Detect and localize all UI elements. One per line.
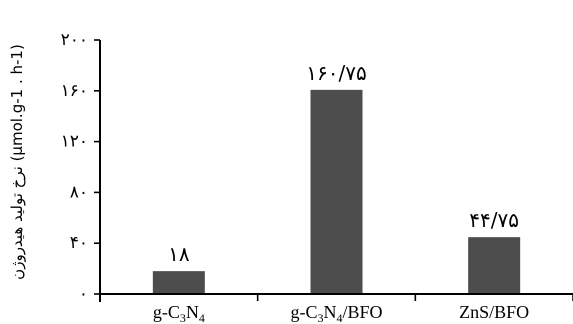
x-tick-label: g-C3N4: [153, 302, 205, 324]
bars: ۱۸ ۱۶۰/۷۵ ۴۴/۷۵: [152, 61, 521, 294]
bar-value-label: ۱۸: [168, 242, 190, 266]
y-tick-label: ۱۶۰: [61, 81, 88, 101]
y-tick-label: ۴۰: [70, 233, 88, 253]
x-tick-label: ZnS/BFO: [459, 302, 529, 322]
x-tick-label: g-C3N4/BFO: [290, 302, 382, 324]
y-axis-label: نرخ تولید هیدروژن (μmol.g-1 . h-1): [8, 44, 26, 280]
y-axis-ticks: ۰ ۴۰ ۸۰ ۱۲۰ ۱۶۰ ۲۰۰: [61, 30, 100, 304]
x-axis-ticks: g-C3N4 g-C3N4/BFO ZnS/BFO: [153, 294, 573, 324]
y-tick-label: ۱۲۰: [61, 132, 88, 152]
y-tick-label: ۰: [79, 284, 88, 304]
y-tick-label: ۲۰۰: [61, 30, 88, 50]
y-tick-label: ۸۰: [70, 182, 88, 202]
bar: [310, 89, 363, 294]
bar: [152, 271, 205, 294]
bar-value-label: ۴۴/۷۵: [469, 208, 519, 232]
bar-value-label: ۱۶۰/۷۵: [306, 61, 366, 85]
bar: [468, 237, 521, 294]
